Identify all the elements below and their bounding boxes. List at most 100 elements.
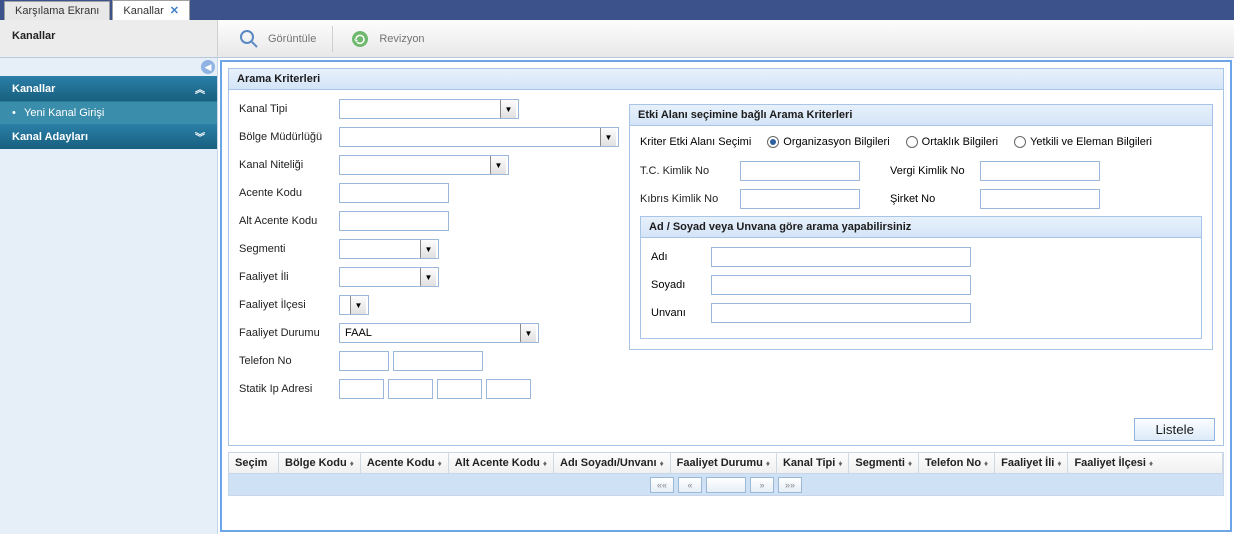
input-ip-4[interactable]	[486, 379, 531, 399]
button-row: Listele	[229, 414, 1223, 445]
label-unvani: Unvanı	[651, 307, 711, 319]
label-vergi: Vergi Kimlik No	[890, 165, 980, 177]
search-criteria-title: Arama Kriterleri	[229, 69, 1223, 90]
revision-button[interactable]: Revizyon	[337, 24, 436, 54]
select-nitelik[interactable]: ▼	[339, 155, 509, 175]
input-ip-1[interactable]	[339, 379, 384, 399]
input-vergi[interactable]	[980, 161, 1100, 181]
results-table-header: Seçim Bölge Kodu♦ Acente Kodu♦ Alt Acent…	[228, 452, 1224, 474]
input-ip-3[interactable]	[437, 379, 482, 399]
sort-icon: ♦	[908, 459, 912, 468]
th-telefon-no[interactable]: Telefon No♦	[919, 453, 995, 473]
radio-icon	[1014, 136, 1026, 148]
sort-icon: ♦	[838, 459, 842, 468]
input-alt-acente-kodu[interactable]	[339, 211, 449, 231]
label-nitelik: Kanal Niteliği	[239, 159, 339, 171]
tab-welcome[interactable]: Karşılama Ekranı	[4, 1, 110, 20]
pager-prev[interactable]: «	[678, 477, 702, 493]
select-value: FAAL	[342, 327, 520, 339]
input-sirket[interactable]	[980, 189, 1100, 209]
name-search-box: Ad / Soyad veya Unvana göre arama yapabi…	[640, 216, 1202, 339]
input-telefon-1[interactable]	[339, 351, 389, 371]
select-bolge[interactable]: ▼	[339, 127, 619, 147]
tab-label: Karşılama Ekranı	[15, 5, 99, 17]
input-acente-kodu[interactable]	[339, 183, 449, 203]
name-search-title: Ad / Soyad veya Unvana göre arama yapabi…	[641, 217, 1201, 238]
tab-label: Kanallar	[123, 5, 163, 17]
sort-icon: ♦	[660, 459, 664, 468]
select-kanal-tipi[interactable]: ▼	[339, 99, 519, 119]
pager-first[interactable]: ««	[650, 477, 674, 493]
dropdown-icon: ▼	[420, 268, 436, 286]
close-icon[interactable]: ✕	[170, 4, 179, 17]
input-telefon-2[interactable]	[393, 351, 483, 371]
sort-icon: ♦	[766, 459, 770, 468]
dropdown-icon: ▼	[490, 156, 506, 174]
input-adi[interactable]	[711, 247, 971, 267]
label-acente: Acente Kodu	[239, 187, 339, 199]
select-faaliyet-ili[interactable]: ▼	[339, 267, 439, 287]
label-telefon: Telefon No	[239, 355, 339, 367]
th-faaliyet-ilcesi[interactable]: Faaliyet İlçesi♦	[1068, 453, 1223, 473]
radio-auth[interactable]: Yetkili ve Eleman Bilgileri	[1014, 136, 1152, 148]
sidebar: ◀ Kanallar ︽ Yeni Kanal Girişi Kanal Ada…	[0, 58, 218, 534]
select-faaliyet-ilcesi[interactable]: ▼	[339, 295, 369, 315]
th-segmenti[interactable]: Segmenti♦	[849, 453, 919, 473]
search-criteria-box: Arama Kriterleri Kanal Tipi ▼ Bölge Müdü…	[228, 68, 1224, 446]
refresh-icon	[349, 28, 371, 50]
label-soyadi: Soyadı	[651, 279, 711, 291]
content: Arama Kriterleri Kanal Tipi ▼ Bölge Müdü…	[220, 60, 1232, 532]
list-button[interactable]: Listele	[1134, 418, 1215, 441]
pager-next[interactable]: »	[750, 477, 774, 493]
radio-icon	[906, 136, 918, 148]
input-kibris[interactable]	[740, 189, 860, 209]
nav-header-label: Kanallar	[12, 83, 55, 95]
th-bolge-kodu[interactable]: Bölge Kodu♦	[279, 453, 361, 473]
toolbar-actions: Görüntüle Revizyon	[218, 20, 1234, 57]
th-adi-soyadi[interactable]: Adı Soyadı/Unvanı♦	[554, 453, 671, 473]
tab-channels[interactable]: Kanallar ✕	[112, 0, 190, 20]
select-faaliyet-durumu[interactable]: FAAL▼	[339, 323, 539, 343]
revision-label: Revizyon	[379, 33, 424, 45]
input-soyadi[interactable]	[711, 275, 971, 295]
form-right-column: Etki Alanı seçimine bağlı Arama Kriterle…	[629, 98, 1213, 406]
dropdown-icon: ▼	[520, 324, 536, 342]
th-secim[interactable]: Seçim	[229, 453, 279, 473]
nav-header-candidates[interactable]: Kanal Adayları ︾	[0, 124, 217, 149]
domain-criteria-title: Etki Alanı seçimine bağlı Arama Kriterle…	[630, 105, 1212, 126]
sort-icon: ♦	[543, 459, 547, 468]
toolbar: Kanallar Görüntüle Revizyon	[0, 20, 1234, 58]
main-row: ◀ Kanallar ︽ Yeni Kanal Girişi Kanal Ada…	[0, 58, 1234, 534]
label-tc: T.C. Kimlik No	[640, 165, 740, 177]
collapse-icon[interactable]: ◀	[201, 60, 215, 74]
input-unvani[interactable]	[711, 303, 971, 323]
th-faaliyet-durumu[interactable]: Faaliyet Durumu♦	[671, 453, 777, 473]
label-kanal-tipi: Kanal Tipi	[239, 103, 339, 115]
input-ip-2[interactable]	[388, 379, 433, 399]
form-left-column: Kanal Tipi ▼ Bölge Müdürlüğü ▼ Kanal Nit…	[239, 98, 619, 406]
nav-header-label: Kanal Adayları	[12, 131, 88, 143]
page-title: Kanallar	[0, 20, 218, 57]
view-button[interactable]: Görüntüle	[226, 24, 328, 54]
label-kibris: Kıbrıs Kimlik No	[640, 193, 740, 205]
th-alt-acente-kodu[interactable]: Alt Acente Kodu♦	[449, 453, 554, 473]
th-faaliyet-ili[interactable]: Faaliyet İli♦	[995, 453, 1068, 473]
dropdown-icon: ▼	[500, 100, 516, 118]
nav-group-channels: Kanallar ︽ Yeni Kanal Girişi Kanal Adayl…	[0, 76, 217, 149]
th-kanal-tipi[interactable]: Kanal Tipi♦	[777, 453, 849, 473]
separator	[332, 26, 333, 52]
nav-item-label: Yeni Kanal Girişi	[24, 107, 104, 119]
radio-label: Yetkili ve Eleman Bilgileri	[1030, 136, 1152, 148]
nav-item-new-channel[interactable]: Yeni Kanal Girişi	[0, 101, 217, 124]
radio-org[interactable]: Organizasyon Bilgileri	[767, 136, 889, 148]
radio-partner[interactable]: Ortaklık Bilgileri	[906, 136, 998, 148]
pager-last[interactable]: »»	[778, 477, 802, 493]
nav-header-channels[interactable]: Kanallar ︽	[0, 76, 217, 101]
sort-icon: ♦	[350, 459, 354, 468]
select-segment[interactable]: ▼	[339, 239, 439, 259]
magnifier-icon	[238, 28, 260, 50]
th-acente-kodu[interactable]: Acente Kodu♦	[361, 453, 449, 473]
label-ip: Statik Ip Adresi	[239, 383, 339, 395]
dropdown-icon: ▼	[420, 240, 436, 258]
input-tc[interactable]	[740, 161, 860, 181]
